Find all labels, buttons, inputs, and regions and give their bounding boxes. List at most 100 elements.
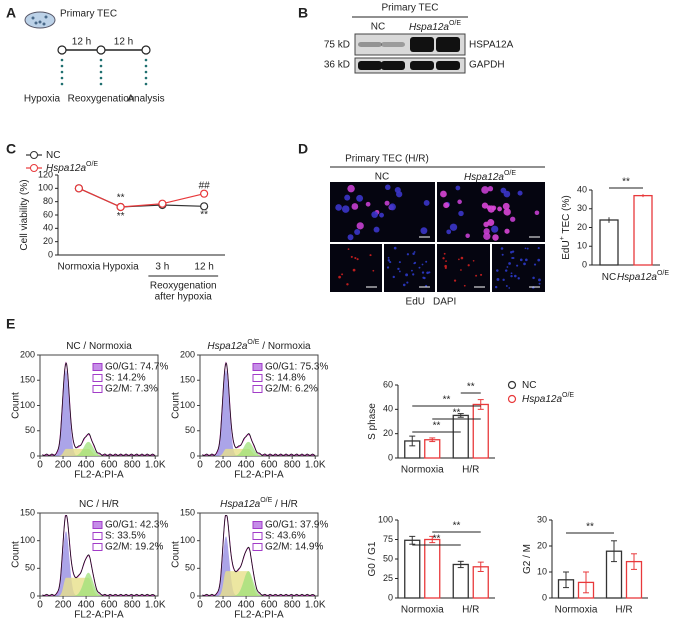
nucleus bbox=[467, 264, 470, 267]
nucleus bbox=[372, 269, 375, 272]
significance: ** bbox=[453, 408, 461, 419]
bar bbox=[452, 414, 469, 459]
x-tick-label: Hypoxia bbox=[103, 262, 140, 273]
nucleus bbox=[421, 271, 425, 274]
stat-label: S: 14.2% bbox=[105, 373, 146, 384]
fit-area bbox=[42, 577, 156, 596]
band bbox=[358, 42, 382, 47]
dotted-connector bbox=[144, 70, 148, 74]
legend-label-part: O/E bbox=[562, 392, 574, 399]
bar bbox=[472, 403, 489, 459]
significance: ** bbox=[117, 192, 125, 203]
y-axis-label-part: Cell viability (%) bbox=[19, 179, 30, 250]
y-tick-label: 40 bbox=[383, 404, 393, 414]
nucleus bbox=[510, 250, 513, 254]
x-tick-label: Normoxia bbox=[57, 262, 100, 273]
nucleus bbox=[350, 255, 353, 259]
nucleus bbox=[519, 258, 523, 262]
nucleus bbox=[373, 226, 380, 233]
stat-key bbox=[252, 374, 263, 382]
stat-key bbox=[252, 521, 263, 529]
x-tick-label: Normoxia bbox=[555, 605, 598, 616]
stat-key bbox=[92, 521, 103, 529]
stat-key bbox=[252, 363, 263, 371]
nucleus bbox=[338, 275, 341, 279]
x-tick-label: 1.0K bbox=[145, 600, 166, 611]
dotted-connector bbox=[60, 58, 64, 62]
nucleus bbox=[341, 273, 344, 276]
y-axis-label-part: TEC (%) bbox=[561, 195, 572, 236]
image-column-part: Hspa12a bbox=[464, 172, 504, 183]
micrograph bbox=[330, 244, 382, 292]
axis-label: FL2-A:PI-A bbox=[74, 470, 124, 481]
nucleus bbox=[385, 184, 391, 191]
stat-key bbox=[92, 374, 103, 382]
lane-label: NC bbox=[371, 22, 385, 33]
stat-label: G2/M: 14.9% bbox=[265, 542, 323, 553]
y-tick-label: 0 bbox=[388, 452, 393, 462]
stat-key bbox=[92, 543, 103, 551]
y-tick-label: 0 bbox=[190, 590, 195, 600]
significance: ** bbox=[433, 421, 441, 432]
y-tick-label: 60 bbox=[43, 209, 53, 219]
nucleus bbox=[369, 254, 372, 257]
axis-label: FL2-A:PI-A bbox=[234, 470, 284, 481]
nucleus bbox=[502, 278, 505, 282]
y-tick-label: 30 bbox=[577, 203, 587, 213]
histogram-title: NC / Normoxia bbox=[66, 341, 132, 352]
band bbox=[381, 42, 405, 47]
legend-label-part: Hspa12a bbox=[46, 163, 86, 174]
timepoint bbox=[96, 45, 106, 55]
y-tick-label: 120 bbox=[38, 169, 53, 179]
x-tick-label: 200 bbox=[215, 600, 232, 611]
stat-key bbox=[92, 385, 103, 393]
axis-label: Count bbox=[11, 392, 22, 419]
lane-label: Hspa12aO/E bbox=[409, 20, 461, 32]
panel-label: E bbox=[6, 316, 15, 332]
band bbox=[358, 61, 382, 70]
interval-label: 12 h bbox=[114, 37, 133, 48]
step-label: Reoxygenation bbox=[68, 94, 135, 105]
nucleus bbox=[413, 251, 416, 253]
nucleus bbox=[487, 219, 495, 227]
stat-label: S: 33.5% bbox=[105, 531, 146, 542]
x-tick-label: 600 bbox=[261, 600, 278, 611]
y-axis-label-part: + bbox=[559, 236, 566, 240]
y-tick-label: 80 bbox=[43, 196, 53, 206]
x-tick-label: 800 bbox=[124, 600, 141, 611]
fit-area bbox=[42, 370, 156, 456]
x-tick-label: 600 bbox=[101, 600, 118, 611]
nucleus bbox=[510, 274, 513, 278]
y-axis-label: G0 / G1 bbox=[367, 541, 378, 576]
timepoint bbox=[141, 45, 151, 55]
nucleus bbox=[444, 264, 447, 268]
dotted-connector bbox=[99, 76, 103, 80]
x-tick-label: 0 bbox=[197, 600, 203, 611]
y-axis-label: S phase bbox=[367, 403, 378, 440]
x-tick-label: 600 bbox=[101, 460, 118, 471]
nucleus bbox=[497, 206, 502, 212]
significance: ** bbox=[433, 534, 441, 545]
y-tick-label: 60 bbox=[383, 379, 393, 389]
nucleus bbox=[406, 253, 410, 256]
stat-key bbox=[92, 363, 103, 371]
nucleus bbox=[504, 269, 508, 272]
y-tick-label: 10 bbox=[537, 566, 547, 576]
y-tick-label: 0 bbox=[190, 450, 195, 460]
image-column: Hspa12aO/E bbox=[464, 170, 516, 182]
nucleus bbox=[517, 190, 523, 196]
stat-label: G0/G1: 74.7% bbox=[105, 362, 168, 373]
dotted-connector bbox=[99, 58, 103, 62]
bar bbox=[404, 539, 421, 599]
nucleus bbox=[516, 264, 519, 267]
nucleus bbox=[389, 203, 396, 211]
y-axis-label: EdU+ TEC (%) bbox=[559, 195, 571, 259]
axis-label: FL2-A:PI-A bbox=[74, 610, 124, 621]
bar bbox=[452, 563, 469, 599]
size-marker: 75 kD bbox=[324, 40, 350, 51]
panel-label: C bbox=[6, 141, 16, 157]
nucleus bbox=[412, 252, 415, 255]
axis-label: Count bbox=[11, 541, 22, 568]
nucleus bbox=[500, 247, 504, 250]
step-label: Analysis bbox=[127, 94, 164, 105]
